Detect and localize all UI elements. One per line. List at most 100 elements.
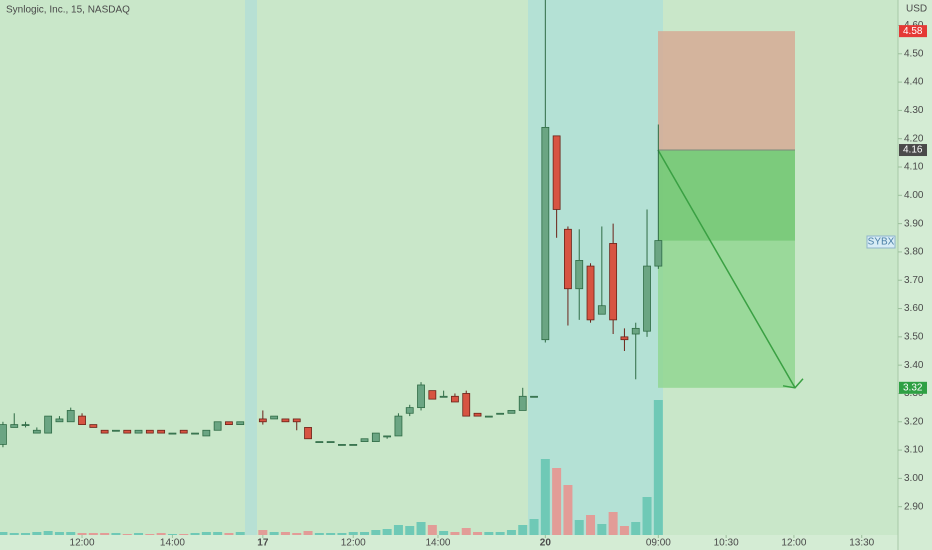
candle-body <box>145 429 154 434</box>
candle-body <box>394 415 403 437</box>
chart-title: Synlogic, Inc., 15, NASDAQ <box>6 5 130 16</box>
volume-bar <box>348 532 358 535</box>
candle-body <box>281 418 290 423</box>
volume-bar <box>461 528 471 535</box>
candle-body <box>383 435 392 438</box>
candle-body <box>10 424 19 428</box>
candle-body <box>112 429 120 432</box>
volume-bar <box>631 522 641 535</box>
volume-bar <box>43 531 53 535</box>
volume-bar <box>382 529 392 535</box>
volume-bar <box>190 533 200 535</box>
volume-bar <box>269 532 279 535</box>
candle-body <box>609 243 618 321</box>
candle-body <box>315 441 324 443</box>
volume-bar <box>122 534 132 535</box>
y-tick-label: 4.50 <box>904 48 924 59</box>
y-tick-label: 3.10 <box>904 445 924 456</box>
volume-bar <box>0 532 8 535</box>
candle-body <box>179 429 188 434</box>
volume-bar <box>518 525 528 535</box>
candle-body <box>654 240 663 267</box>
volume-bar <box>32 532 42 535</box>
volume-bar <box>608 512 618 535</box>
currency: USD <box>906 4 927 15</box>
candle-body <box>258 418 267 423</box>
volume-bar <box>77 533 87 535</box>
volume-bar <box>619 526 629 535</box>
volume-bar <box>484 532 494 535</box>
x-tick-label: 12:00 <box>70 538 95 549</box>
volume-bar <box>213 532 223 535</box>
candle-body <box>496 412 505 415</box>
candle-body <box>213 421 222 431</box>
candle-body <box>78 415 86 426</box>
candle-body <box>484 415 493 418</box>
y-tick-label: 3.20 <box>904 416 924 427</box>
volume-bar <box>360 532 370 535</box>
candle-body <box>338 444 346 446</box>
price-tag <box>899 381 927 394</box>
trade-arrow <box>657 149 796 389</box>
candle-body <box>541 126 550 341</box>
y-tick-label: 3.40 <box>904 360 924 371</box>
y-tick-label: 3.50 <box>904 331 924 342</box>
volume-bar <box>314 533 324 535</box>
symbol-label: SYBX <box>868 237 895 248</box>
volume-bar <box>100 533 110 535</box>
volume-bar <box>473 532 483 535</box>
x-tick-label: 09:00 <box>646 538 671 549</box>
price-tag-label: 4.58 <box>903 26 923 37</box>
volume-bar <box>224 533 234 535</box>
candle-body <box>417 384 425 409</box>
candle-body <box>304 427 312 440</box>
y-tick-label: 4.00 <box>904 190 924 201</box>
y-tick-label: 2.90 <box>904 501 924 512</box>
volume-bar <box>540 459 550 535</box>
candle-body <box>643 265 651 332</box>
price-axis <box>898 0 932 550</box>
candle-body <box>202 429 211 437</box>
y-tick-label: 3.70 <box>904 275 924 286</box>
volume-bar <box>156 533 166 535</box>
volume-bar <box>495 532 505 535</box>
y-tick-label: 4.10 <box>904 162 924 173</box>
price-tag-label: 3.32 <box>903 382 923 393</box>
y-tick-label: 4.20 <box>904 133 924 144</box>
y-tick-label: 3.80 <box>904 247 924 258</box>
candle-body <box>586 265 595 321</box>
volume-bar <box>235 532 245 535</box>
volume-bar <box>292 533 302 535</box>
volume-bar <box>326 533 336 535</box>
volume-bar <box>416 522 426 535</box>
candle-body <box>530 395 538 398</box>
y-tick-label: 3.00 <box>904 473 924 484</box>
volume-bar <box>574 520 584 535</box>
stop-zone <box>658 31 795 151</box>
volume-bar <box>134 533 144 535</box>
session-stripe <box>245 0 257 535</box>
volume-bar <box>552 468 562 535</box>
volume-bar <box>597 524 607 535</box>
candle-body <box>55 418 64 423</box>
volume-bar <box>529 519 539 535</box>
candle-body <box>597 305 606 315</box>
candle-body <box>292 418 301 423</box>
x-tick-label: 10:30 <box>714 538 739 549</box>
candle-body <box>462 393 471 417</box>
candle-body <box>32 429 41 434</box>
candle-body <box>191 432 199 435</box>
candle-body <box>451 395 459 403</box>
time-axis <box>0 535 898 550</box>
y-tick-label: 3.60 <box>904 303 924 314</box>
price-tag <box>899 25 927 38</box>
volume-bar <box>145 534 155 535</box>
volume-bar <box>337 533 347 535</box>
candle-body <box>225 421 233 426</box>
candle-body <box>123 429 132 434</box>
candle-body <box>631 327 640 335</box>
volume-bar <box>9 533 19 535</box>
session-highlight <box>528 0 663 535</box>
x-tick-label: 14:00 <box>425 538 450 549</box>
volume-bar <box>586 515 596 535</box>
